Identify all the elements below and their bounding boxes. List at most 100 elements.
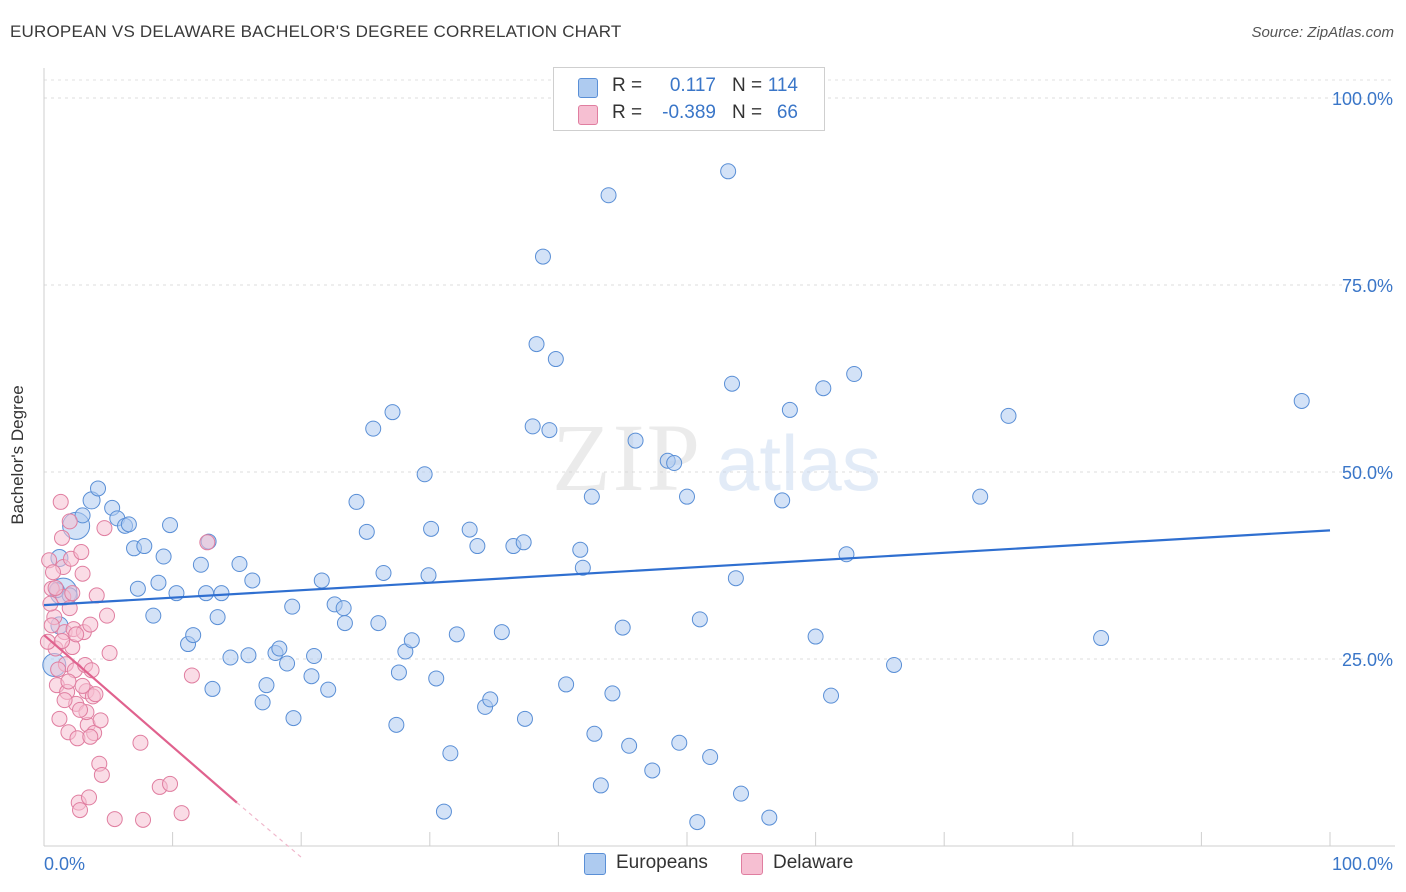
europeans-point-86 [627,432,644,449]
delaware-point-63 [72,701,89,718]
europeans-point-83 [604,685,621,702]
europeans-point-70 [516,710,533,727]
delaware-point-5 [51,710,68,727]
legend-n-label: N = [732,102,763,123]
europeans-point-92 [689,814,706,831]
delaware-point-51 [50,661,67,678]
europeans-point-72 [528,336,545,353]
europeans-point-79 [583,488,600,505]
europeans-point-47 [358,523,375,540]
europeans-point-90 [671,734,688,751]
y-tick-label-3: 100.0% [1332,89,1393,109]
delaware-point-40 [106,811,123,828]
europeans-point-60 [435,803,452,820]
europeans-point-69 [515,534,532,551]
europeans-point-71 [524,418,541,435]
europeans-point-102 [807,628,824,645]
europeans-point-15 [162,517,179,534]
europeans-point-96 [724,375,741,392]
europeans-point-91 [679,488,695,505]
europeans-point-109 [1000,407,1017,424]
europeans-point-111 [1293,392,1310,409]
legend-box: R = 0.117 N = 114 R = -0.389 N = 66 [553,67,825,131]
delaware-point-46 [183,667,200,684]
chart-title: EUROPEAN VS DELAWARE BACHELOR'S DEGREE C… [10,22,622,41]
europeans-point-53 [390,664,407,681]
europeans-point-44 [335,600,352,617]
delaware-point-56 [43,617,60,634]
europeans-point-62 [448,626,465,643]
europeans-point-28 [209,609,226,626]
bottom-legend-label: Delaware [773,852,854,873]
europeans-point-85 [621,737,638,754]
x-tick-label-1: 100.0% [1332,854,1393,874]
delaware-point-45 [173,805,190,822]
europeans-point-94 [702,748,719,765]
delaware-point-23 [73,544,90,561]
europeans-point-37 [284,598,301,615]
legend-n-value: 114 [767,75,798,96]
europeans-point-98 [733,785,750,802]
delaware-point-58 [68,626,85,643]
europeans-trend-line [43,529,1331,607]
legend-r-label: R = [612,102,643,123]
delaware-trend-extension [236,802,302,858]
delaware-point-29 [81,789,98,806]
delaware-point-7 [54,529,71,546]
legend-r-label: R = [612,75,643,96]
legend-r-value: -0.389 [662,102,716,123]
delaware-point-38 [99,607,116,624]
europeans-point-41 [313,572,330,589]
legend-n-label: N = [732,75,763,96]
europeans-point-23 [231,556,248,573]
europeans-point-55 [403,632,420,649]
legend-swatch-europeans [578,78,598,98]
source-label: Source: ZipAtlas.com [1251,24,1394,41]
europeans-points [42,163,1310,831]
bottom-legend-label: Europeans [616,852,708,873]
europeans-point-58 [423,520,440,537]
trend-lines [43,529,1331,858]
europeans-point-32 [258,677,275,694]
europeans-point-61 [442,745,459,762]
europeans-point-50 [370,615,387,632]
delaware-point-62 [56,692,73,709]
europeans-point-73 [534,248,551,265]
europeans-point-40 [306,648,323,665]
legend-swatch-delaware [578,105,598,125]
legend-r-value: 0.117 [669,75,716,96]
europeans-point-110 [1093,630,1110,647]
europeans-point-20 [198,585,215,602]
watermark: ZIP atlas [552,404,881,511]
europeans-point-81 [592,777,609,794]
delaware-point-61 [47,579,64,596]
grid-lines [44,79,1395,660]
delaware-point-6 [52,493,69,510]
watermark-atlas: atlas [716,419,881,507]
europeans-point-63 [461,521,478,538]
bottom-legend-swatch-europeans [584,853,606,875]
europeans-point-13 [136,538,153,555]
y-tick-label-1: 50.0% [1342,463,1393,483]
tick-labels: 25.0% 50.0% 75.0% 100.0% 0.0% 100.0% [44,89,1393,874]
europeans-point-84 [614,619,631,636]
delaware-point-24 [74,565,91,582]
legend-n-value: 66 [776,102,798,123]
delaware-point-42 [135,811,152,828]
delaware-point-50 [45,564,62,581]
europeans-point-38 [285,710,302,727]
europeans-point-74 [541,422,558,439]
europeans-point-66 [482,691,499,708]
europeans-point-64 [469,538,486,555]
europeans-point-39 [303,668,320,685]
europeans-point-24 [244,572,261,589]
europeans-point-93 [691,611,708,628]
europeans-point-67 [493,624,510,641]
delaware-point-22 [72,802,89,819]
europeans-point-45 [336,615,353,632]
europeans-point-46 [348,493,365,510]
delaware-point-30 [82,616,99,633]
delaware-point-60 [60,673,77,690]
europeans-point-99 [761,809,778,826]
europeans-point-89 [666,455,683,472]
